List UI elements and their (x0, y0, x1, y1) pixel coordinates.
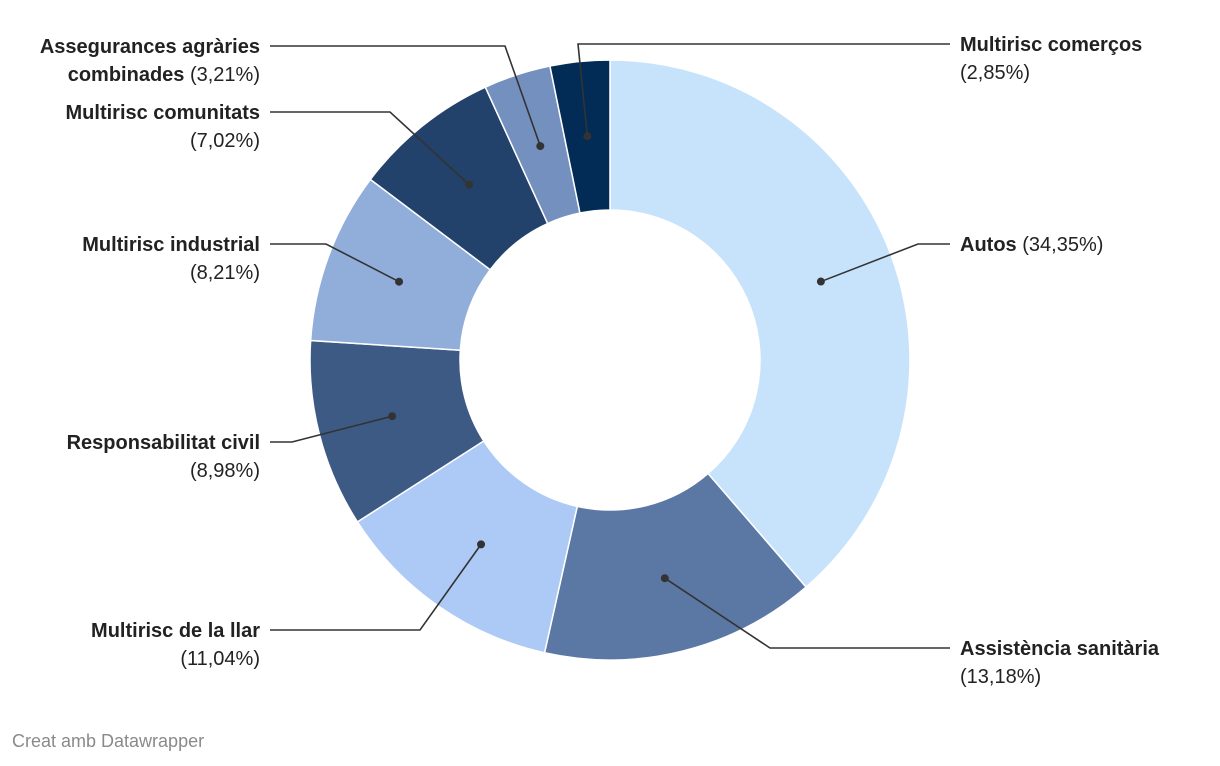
slice-autos[interactable] (609, 59, 911, 589)
anchor-dot-assegurances-agraries-combinades (536, 142, 545, 151)
anchor-dot-multirisc-de-la-llar (477, 540, 486, 549)
leader-line-multirisc-industrial (270, 243, 400, 283)
anchor-dot-responsabilitat-civil (388, 412, 397, 421)
label-multirisc-industrial: Multirisc industrial (8,21%) (82, 234, 260, 284)
anchor-dot-multirisc-industrial (395, 277, 404, 286)
donut-slices (309, 59, 911, 661)
leader-line-multirisc-de-la-llar (270, 543, 482, 631)
datawrapper-credit[interactable]: Creat amb Datawrapper (12, 731, 205, 751)
slice-multirisc-comercos[interactable] (549, 59, 611, 214)
label-leader-lines (270, 43, 950, 649)
leader-line-responsabilitat-civil (270, 415, 393, 443)
slice-assistencia-sanitaria[interactable] (543, 472, 808, 661)
label-multirisc-comunitats: Multirisc comunitats (7,02%) (66, 102, 260, 152)
label-multirisc-comercos: Multirisc comerços (2,85%) (960, 34, 1142, 84)
slice-labels: Autos (34,35%) Assistència sanitària (13,1… (40, 34, 1160, 688)
leader-line-assegurances-agraries-combinades (270, 45, 542, 147)
label-autos: Autos (34,35%) (960, 234, 1103, 256)
leader-line-assistencia-sanitaria (664, 577, 950, 649)
label-multirisc-de-la-llar: Multirisc de la llar (11,04%) (91, 620, 260, 670)
anchor-dot-assistencia-sanitaria (660, 574, 669, 583)
label-assegurances-agraries-combinades: Assegurances agràries combinades (3,21%) (40, 36, 260, 86)
leader-line-multirisc-comercos (577, 43, 950, 137)
label-responsabilitat-civil: Responsabilitat civil (8,98%) (67, 432, 260, 482)
slice-multirisc-de-la-llar[interactable] (356, 439, 579, 654)
label-assistencia-sanitaria: Assistència sanitària (13,18%) (960, 638, 1160, 688)
leader-line-multirisc-comunitats (270, 111, 470, 186)
anchor-dot-multirisc-comunitats (465, 180, 474, 189)
anchor-dot-autos (816, 277, 825, 286)
leader-line-autos (820, 243, 950, 283)
anchor-dot-multirisc-comercos (583, 132, 592, 141)
